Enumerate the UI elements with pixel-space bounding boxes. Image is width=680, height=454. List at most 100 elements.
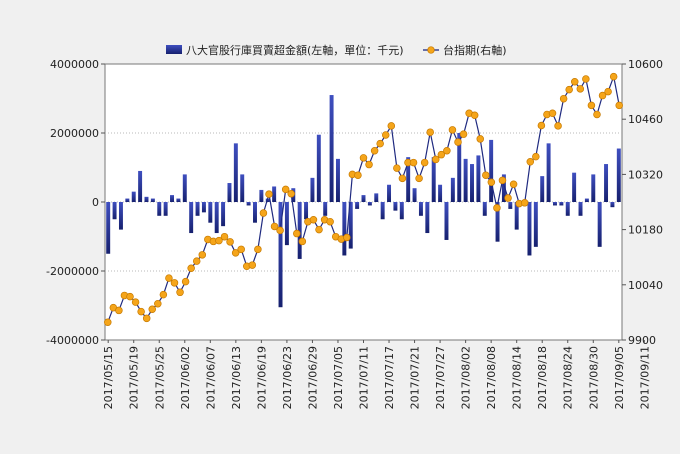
line-point	[576, 85, 585, 93]
right-tick-label: 10600	[628, 58, 663, 71]
bar	[572, 172, 577, 202]
line-point	[248, 261, 257, 269]
line-point	[381, 131, 390, 139]
bar	[406, 157, 411, 202]
bar	[348, 202, 353, 249]
bar	[482, 202, 487, 216]
bar	[253, 202, 257, 223]
bar	[431, 157, 436, 202]
line-point	[498, 176, 507, 185]
bar	[514, 202, 519, 230]
left-tick-label: -4000000	[46, 334, 99, 347]
x-tick-label: 2017/07/17	[383, 346, 396, 409]
bar	[304, 202, 309, 220]
line-point	[615, 101, 623, 110]
bar	[387, 184, 392, 202]
line-point	[520, 199, 529, 207]
line-point	[131, 298, 140, 306]
x-tick-label: 2017/06/29	[306, 346, 319, 409]
left-tick-label: 0	[92, 196, 99, 209]
legend: 八大官股行庫買賣超金額(左軸，單位：千元) 台指期(右軸)	[166, 43, 507, 57]
bar	[399, 202, 404, 220]
x-tick-label: 2017/08/14	[511, 346, 524, 409]
line-point	[387, 122, 396, 130]
bar	[131, 191, 136, 202]
bar	[195, 202, 200, 216]
bar	[233, 143, 238, 202]
line-point	[537, 121, 546, 130]
bar	[444, 202, 449, 240]
left-tick-label: -2000000	[46, 265, 99, 278]
bar	[240, 174, 245, 202]
line-point	[181, 277, 190, 286]
bar	[553, 202, 557, 206]
x-tick-label: 2017/06/19	[255, 346, 268, 409]
line-point	[409, 158, 418, 167]
right-tick-label: 9900	[628, 334, 656, 347]
line-point	[448, 126, 457, 134]
line-point	[293, 229, 301, 238]
bar	[227, 183, 232, 202]
line-point	[165, 274, 173, 282]
line-point	[326, 217, 334, 226]
x-tick-label: 2017/07/21	[409, 346, 422, 409]
x-axis: 2017/05/15 2017/05/19 2017/05/25 2017/06/02…	[102, 340, 651, 409]
bar	[310, 177, 315, 202]
right-tick-label: 10180	[628, 224, 663, 237]
bar	[470, 164, 474, 202]
x-tick-label: 2017/06/13	[230, 346, 243, 409]
line-point	[148, 305, 157, 313]
x-tick-label: 2017/07/11	[358, 346, 371, 409]
bar	[208, 202, 213, 223]
line-point	[226, 238, 234, 246]
bar	[125, 198, 130, 202]
line-point	[104, 318, 112, 327]
bar	[610, 202, 615, 208]
bar	[380, 202, 385, 220]
line-point	[493, 204, 501, 212]
left-tick-label: 2000000	[50, 127, 99, 140]
bar	[106, 202, 111, 254]
bar	[355, 202, 360, 209]
line-point	[559, 94, 568, 103]
x-tick-label: 2017/07/27	[434, 346, 447, 409]
line-point	[343, 233, 351, 242]
line-point	[198, 251, 207, 259]
bar	[495, 202, 500, 242]
line-point	[192, 257, 201, 265]
line-point	[532, 152, 540, 161]
bar	[201, 202, 206, 213]
bar	[323, 202, 328, 216]
line-point	[548, 109, 557, 118]
line-point	[237, 245, 245, 254]
line-point	[554, 122, 562, 130]
line-point	[415, 174, 423, 183]
line-point	[598, 91, 607, 100]
bar	[246, 202, 251, 206]
bar	[138, 170, 143, 202]
bar	[361, 195, 366, 202]
line-point	[298, 237, 307, 246]
line-point	[509, 180, 518, 189]
bar	[150, 198, 155, 202]
bar	[450, 177, 455, 202]
bar	[463, 158, 468, 202]
line-point	[370, 146, 379, 155]
line-point	[270, 222, 279, 231]
line-point	[231, 249, 240, 257]
x-tick-label: 2017/08/02	[460, 346, 473, 409]
x-tick-label: 2017/08/30	[587, 346, 600, 409]
x-tick-label: 2017/08/24	[562, 346, 575, 409]
line-point	[476, 135, 484, 143]
right-tick-label: 10320	[628, 168, 663, 181]
line-point	[170, 279, 179, 287]
bar	[316, 134, 321, 202]
bar	[112, 202, 117, 220]
legend-line-marker	[427, 46, 435, 54]
x-tick-label: 2017/06/02	[179, 346, 192, 409]
x-tick-label: 2017/07/05	[332, 346, 345, 409]
bar	[546, 143, 551, 202]
x-tick-label: 2017/05/19	[128, 346, 141, 409]
line-point	[159, 290, 168, 299]
left-axis: 4000000 2000000 0 -2000000 -4000000	[46, 58, 105, 347]
